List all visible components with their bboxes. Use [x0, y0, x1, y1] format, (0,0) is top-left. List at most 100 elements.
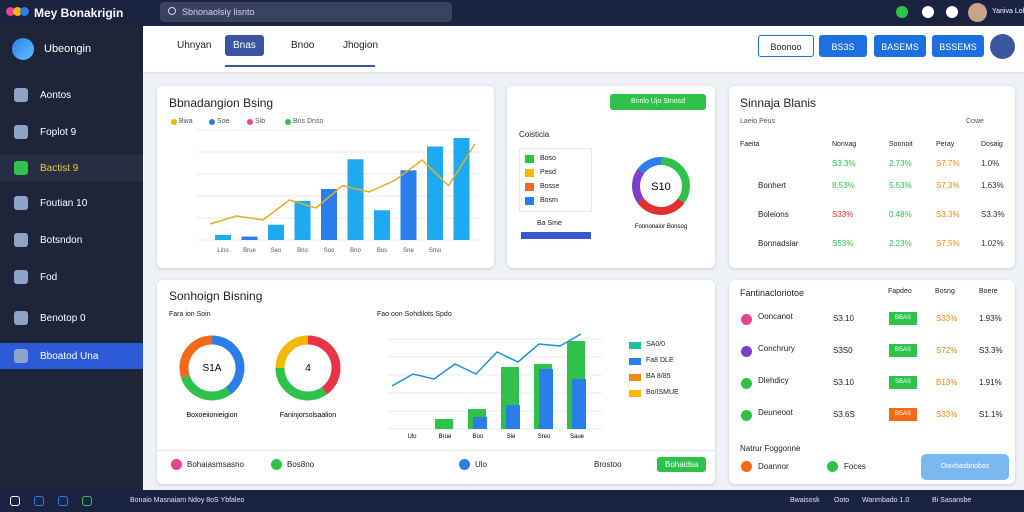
- legend-label: Bo/ISMUE: [646, 389, 679, 396]
- nav-item[interactable]: Botsndon: [0, 227, 143, 253]
- donut-caption: Boxoeiionieigion: [187, 412, 238, 419]
- status-icon[interactable]: [34, 496, 44, 506]
- nav-item[interactable]: Fod: [0, 264, 143, 290]
- x-tick-label: Soo: [324, 248, 335, 254]
- cell-value: 1.93%: [979, 314, 1002, 323]
- nav-label: Foplot 9: [40, 127, 77, 138]
- top-icon[interactable]: [946, 6, 958, 18]
- legend-dot: [171, 119, 177, 125]
- nav-item[interactable]: Aontos: [0, 82, 143, 108]
- donut-segment: [179, 335, 245, 401]
- nav-icon: [14, 196, 28, 210]
- nav-icon: [14, 125, 28, 139]
- logo-dot: [20, 7, 29, 16]
- user-name: Yaniva Lolo: [992, 8, 1024, 15]
- action-circle[interactable]: [990, 34, 1015, 59]
- nav-label: Bactist 9: [40, 163, 79, 174]
- summary-button[interactable]: Bnnlo Ujo Stnosd: [610, 94, 706, 110]
- row-label: Conchrury: [758, 344, 795, 353]
- top-icon[interactable]: [922, 6, 934, 18]
- badge: BBAS: [889, 312, 917, 325]
- search-box[interactable]: Sbnonaolsiy lisnto: [160, 2, 452, 22]
- overview-panel: Sonhoign Bisning Fara ion Soin S1A Boxoeiio…: [157, 280, 715, 484]
- table-panel: Sinnaja Blanis Laeio Peus Cowe Faeita Nonvag…: [729, 86, 1015, 268]
- cell-value: S3.3%: [832, 159, 856, 168]
- x-tick-label: Brue: [243, 248, 256, 254]
- badge: SBAS: [889, 376, 917, 389]
- cell-value: S3.10: [833, 378, 854, 387]
- cell-value: S3.6S: [833, 410, 855, 419]
- tab[interactable]: Jhogion: [343, 40, 379, 51]
- status-item: Bi Sasansbe: [932, 497, 972, 504]
- bar: [321, 189, 337, 240]
- nav-item[interactable]: Foplot 9: [0, 119, 143, 145]
- donut-segment: [632, 157, 690, 215]
- column-header: Dosaig: [981, 141, 1003, 148]
- footer-label[interactable]: Brostoo: [594, 460, 622, 469]
- status-item: Ooto: [834, 497, 850, 504]
- sidebar: Ubeongin Aontos Foplot 9 Bactist 9 Foutian 1…: [0, 26, 143, 490]
- tab[interactable]: Bnoo: [291, 40, 315, 51]
- nav-label: Foutian 10: [40, 198, 88, 209]
- panel-subtitle: Laeio Peus: [740, 118, 776, 125]
- donut-caption: Fonnonaior Bonsog: [635, 224, 687, 230]
- legend-label: BA 8/85: [646, 373, 671, 380]
- bar: [241, 236, 258, 240]
- x-tick-label: Bno: [350, 248, 361, 254]
- legend-box: Boso Pesd Bosse Bosm: [519, 148, 592, 212]
- float-button[interactable]: Oiavbasbnobas: [921, 454, 1009, 480]
- x-tick-label: Saue: [570, 434, 585, 439]
- panel-title: Bbnadangion Bsing: [169, 96, 274, 110]
- chip-label: Doannor: [758, 462, 789, 471]
- row-label: Bonnadsiar: [758, 239, 799, 248]
- cell-value: 1.91%: [979, 378, 1002, 387]
- bar: [294, 200, 311, 240]
- cell-value: S33%: [832, 210, 854, 219]
- row-icon: [741, 314, 752, 325]
- chart: S1A Boxoeiionieigion 4 Faninjorsolsaalion: [179, 335, 341, 419]
- nav-item[interactable]: Foutian 10: [0, 190, 143, 216]
- legend-swatch: [525, 155, 534, 163]
- cell-value: 8.53%: [832, 181, 855, 190]
- row-icon: [741, 410, 752, 421]
- nav-icon: [14, 311, 28, 325]
- legend-swatch: [525, 183, 534, 191]
- donut-caption: Faninjorsolsaalion: [280, 412, 337, 419]
- row-label: Bonhert: [758, 181, 787, 190]
- legend-label: Fa8 DLE: [646, 357, 674, 364]
- panel-subtitle: Fara ion Soin: [169, 311, 211, 318]
- column-header: Peray: [936, 141, 955, 148]
- nav-item[interactable]: Bboatod Una: [0, 343, 143, 369]
- x-tick-label: Lino: [217, 248, 229, 254]
- tab[interactable]: Bnas: [225, 35, 264, 56]
- x-tick-label: Sie: [507, 434, 516, 439]
- x-tick-label: Ulo: [407, 434, 417, 439]
- status-icon[interactable]: [10, 496, 20, 506]
- action-button[interactable]: Boonoo: [758, 35, 814, 57]
- donut-segment: [632, 157, 690, 215]
- badge: BSAS: [889, 408, 917, 421]
- action-button[interactable]: BSSEMS: [932, 35, 984, 57]
- nav-icon: [14, 349, 28, 363]
- nav-label: Benotop 0: [40, 313, 86, 324]
- legend-dot: [285, 119, 291, 125]
- status-icon[interactable]: [82, 496, 92, 506]
- nav-label: Fod: [40, 272, 58, 283]
- logo-dot: [13, 7, 22, 16]
- bar: [268, 224, 284, 240]
- chip-icon: [827, 461, 838, 472]
- footer-label[interactable]: Bohaidsa: [657, 457, 707, 472]
- legend-swatch: [629, 374, 641, 381]
- line-series: [209, 143, 476, 225]
- x-tick-label: Seo: [271, 248, 282, 254]
- nav-item[interactable]: Bactist 9: [0, 155, 143, 181]
- donut-center: S1A: [203, 363, 222, 374]
- nav-item[interactable]: Benotop 0: [0, 305, 143, 331]
- donut-segment: [275, 335, 341, 401]
- top-icon[interactable]: [896, 6, 908, 18]
- status-icon[interactable]: [58, 496, 68, 506]
- action-button[interactable]: BS3S: [819, 35, 867, 57]
- status-item: Bwaisosk: [790, 497, 820, 504]
- action-button[interactable]: BASEMS: [874, 35, 926, 57]
- tab[interactable]: Uhnyan: [177, 40, 212, 51]
